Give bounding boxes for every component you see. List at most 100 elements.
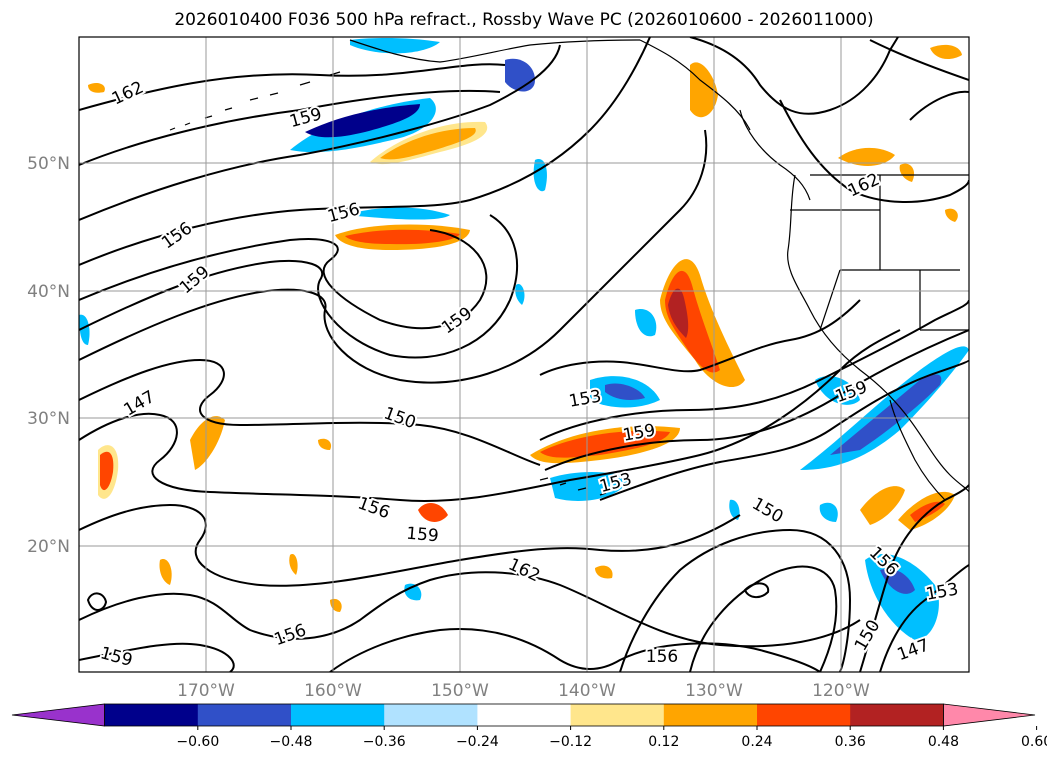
contour-line	[539, 299, 969, 441]
map-background	[79, 37, 969, 672]
us-west-coast	[787, 174, 911, 421]
colorbar-tick-label: 0.60	[1021, 734, 1047, 750]
colorbar-segment	[570, 704, 665, 726]
colorbar-segment	[757, 704, 851, 726]
colorbar-segment	[197, 704, 292, 726]
alaska-panhandle	[639, 39, 751, 131]
shaded-anomalies	[79, 37, 969, 640]
neg-area-top-left	[350, 37, 440, 54]
colorbar-segment	[850, 704, 944, 726]
neg-area-ne-pac	[635, 309, 657, 337]
contour-line	[79, 44, 561, 221]
contour-line	[79, 503, 741, 587]
longitude-labels: 170°W 160°W 150°W 140°W 130°W 120°W	[177, 681, 870, 701]
contour-line	[79, 329, 901, 502]
contour-line	[599, 359, 969, 501]
contour-line	[79, 571, 861, 648]
baja-coast	[889, 399, 946, 501]
contour-line	[859, 484, 969, 672]
colorbar-tick-label: −0.24	[456, 734, 499, 750]
lon-label-170w: 170°W	[177, 681, 235, 701]
pos-area-ne-pac-jet-max	[668, 288, 689, 338]
map-title: 2026010400 F036 500 hPa refract., Rossby…	[174, 10, 873, 30]
colorbar-tick-label: −0.36	[363, 734, 406, 750]
alaska-coast	[349, 39, 641, 63]
pos-area-small-4	[318, 438, 332, 450]
colorbar: −0.60 −0.48 −0.36 −0.24 −0.12 0.12 0.24 0.36 0.4…	[11, 703, 1047, 750]
contour-line	[743, 582, 770, 598]
contour-line	[79, 89, 501, 166]
colorbar-tick-label: 0.36	[835, 734, 866, 750]
neg-area-small-1	[515, 284, 525, 305]
mexico-coast	[909, 419, 969, 493]
lat-label-40n: 40°N	[27, 282, 70, 302]
lon-label-140w: 140°W	[558, 681, 616, 701]
neg-area-center-core	[605, 383, 645, 400]
aleutian-islands	[169, 71, 341, 131]
colorbar-tick-labels: −0.60 −0.48 −0.36 −0.24 −0.12 0.12 0.24 0.36 0.4…	[176, 726, 1047, 750]
pos-area-west-30n-core	[100, 451, 114, 491]
lat-label-50n: 50°N	[27, 154, 70, 174]
neg-area-small-4	[729, 499, 740, 520]
contour-line	[544, 329, 969, 471]
neg-area-west-edge	[79, 314, 90, 345]
neg-area-small-3	[819, 502, 838, 522]
lon-label-130w: 130°W	[685, 681, 743, 701]
colorbar-outline	[104, 703, 944, 727]
contour-line	[539, 299, 861, 376]
pos-area-hawaii-west	[190, 416, 225, 470]
latitude-labels: 50°N 40°N 30°N 20°N	[27, 154, 70, 557]
pos-area-small-6	[945, 208, 958, 222]
contour-line	[79, 642, 235, 672]
contour-line	[79, 129, 708, 384]
pos-area-canada	[838, 147, 895, 166]
colorbar-segment	[477, 704, 572, 726]
contour-line	[879, 564, 969, 672]
contour-line	[79, 358, 541, 466]
pos-area-baja	[860, 486, 905, 525]
contour-line	[689, 37, 899, 115]
contour-line	[779, 99, 969, 203]
neg-area-aleutian-core	[305, 104, 420, 138]
pos-area-center-band-core	[540, 430, 670, 458]
pos-area-gulf-alaska	[690, 62, 718, 118]
colorbar-tick-label: 0.48	[928, 734, 959, 750]
colorbar-segment	[104, 704, 199, 726]
pos-area-hawaii-south	[418, 503, 448, 522]
state-borders	[790, 175, 969, 331]
lon-label-160w: 160°W	[304, 681, 362, 701]
colorbar-extend-max	[943, 703, 1036, 727]
pos-area-small-7	[88, 82, 105, 93]
lon-label-120w: 120°W	[812, 681, 870, 701]
pos-area-small-1	[159, 559, 172, 585]
height-contours	[79, 37, 969, 672]
hawaii-islands	[539, 477, 607, 496]
gridlines	[79, 37, 969, 672]
colorbar-segment	[663, 704, 758, 726]
colorbar-tick-label: 0.24	[741, 734, 772, 750]
contour-line	[79, 63, 506, 111]
pos-area-aleutian-core	[380, 128, 476, 160]
pos-area-small-5	[899, 163, 915, 182]
contour-label: 156	[646, 647, 678, 667]
lat-label-20n: 20°N	[27, 537, 70, 557]
colorbar-tick-label: 0.12	[648, 734, 679, 750]
colorbar-extend-min	[11, 703, 105, 727]
pos-area-band-43n-core	[345, 229, 460, 245]
contour-line	[909, 90, 969, 121]
colorbar-segment	[291, 704, 385, 726]
contour-line	[79, 229, 488, 330]
lon-label-150w: 150°W	[431, 681, 489, 701]
colorbar-segments	[11, 703, 1036, 727]
pos-area-nw-corner	[930, 44, 962, 60]
lat-label-30n: 30°N	[27, 409, 70, 429]
pos-area-small-2	[289, 554, 298, 575]
contour-line	[86, 592, 108, 611]
map-panel: 162 159 156 159 156 159 147 150 153 159 …	[78, 36, 970, 673]
pos-area-small-3	[595, 565, 613, 579]
colorbar-tick-label: −0.60	[176, 734, 219, 750]
map-border	[78, 36, 970, 673]
colorbar-tick-label: −0.12	[549, 734, 592, 750]
neg-area-west-coast-core	[830, 374, 942, 455]
